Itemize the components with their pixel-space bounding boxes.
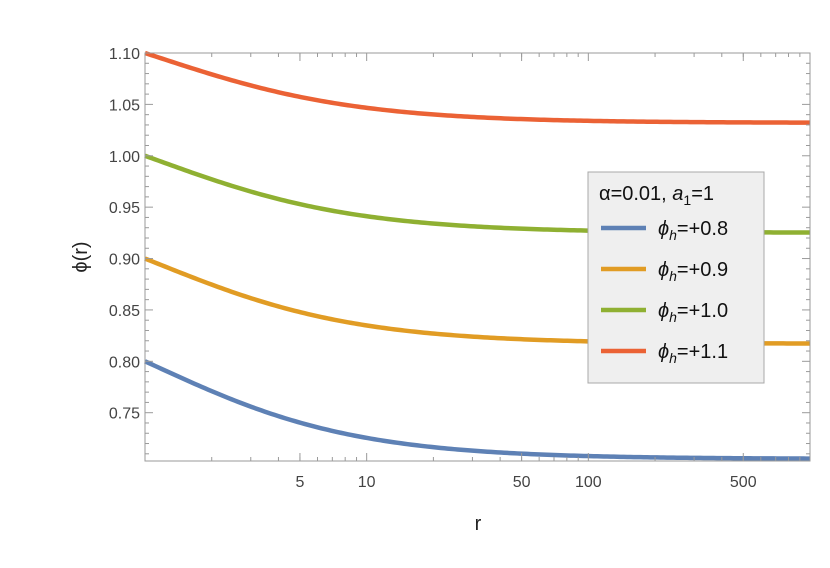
ticks-layer: 5 10 50 100 500 0.75 0.80 0.85 0.90 0.95 1.00 1.05 1… xyxy=(109,46,810,491)
y-tick-label: 1.00 xyxy=(109,149,140,166)
x-tick-label: 100 xyxy=(575,474,602,491)
plot-frame xyxy=(144,52,811,462)
x-tick-label: 50 xyxy=(513,474,531,491)
y-tick-label: 1.05 xyxy=(109,97,140,114)
y-axis-title: ϕ(r) xyxy=(70,241,92,272)
y-tick-label: 0.75 xyxy=(109,406,140,423)
x-axis-title: r xyxy=(475,513,482,535)
x-tick-label: 5 xyxy=(295,474,304,491)
y-tick-label: 0.95 xyxy=(109,200,140,217)
y-tick-label: 0.90 xyxy=(109,252,140,269)
y-tick-label: 0.80 xyxy=(109,354,140,371)
y-tick-label: 1.10 xyxy=(109,46,140,63)
legend-entries: ϕh=+0.8 ϕh=+0.9 ϕh=+1.0 ϕh=+1.1 xyxy=(601,218,728,366)
x-tick-label: 500 xyxy=(730,474,757,491)
legend-title: α=0.01, a1=1 xyxy=(599,183,714,208)
series-line xyxy=(144,50,810,125)
series-line xyxy=(144,359,811,461)
legend: α=0.01, a1=1 ϕh=+0.8 ϕh=+0.9 ϕh=+1.0 ϕh=+1.… xyxy=(587,171,765,384)
legend-label: ϕh=+0.9 xyxy=(658,259,728,284)
legend-label: ϕh=+1.0 xyxy=(658,300,728,325)
legend-box xyxy=(587,171,765,384)
x-tick-label: 10 xyxy=(358,474,376,491)
legend-label: ϕh=+1.1 xyxy=(658,341,728,366)
y-tick-label: 0.85 xyxy=(109,303,140,320)
legend-label: ϕh=+0.8 xyxy=(658,218,728,243)
